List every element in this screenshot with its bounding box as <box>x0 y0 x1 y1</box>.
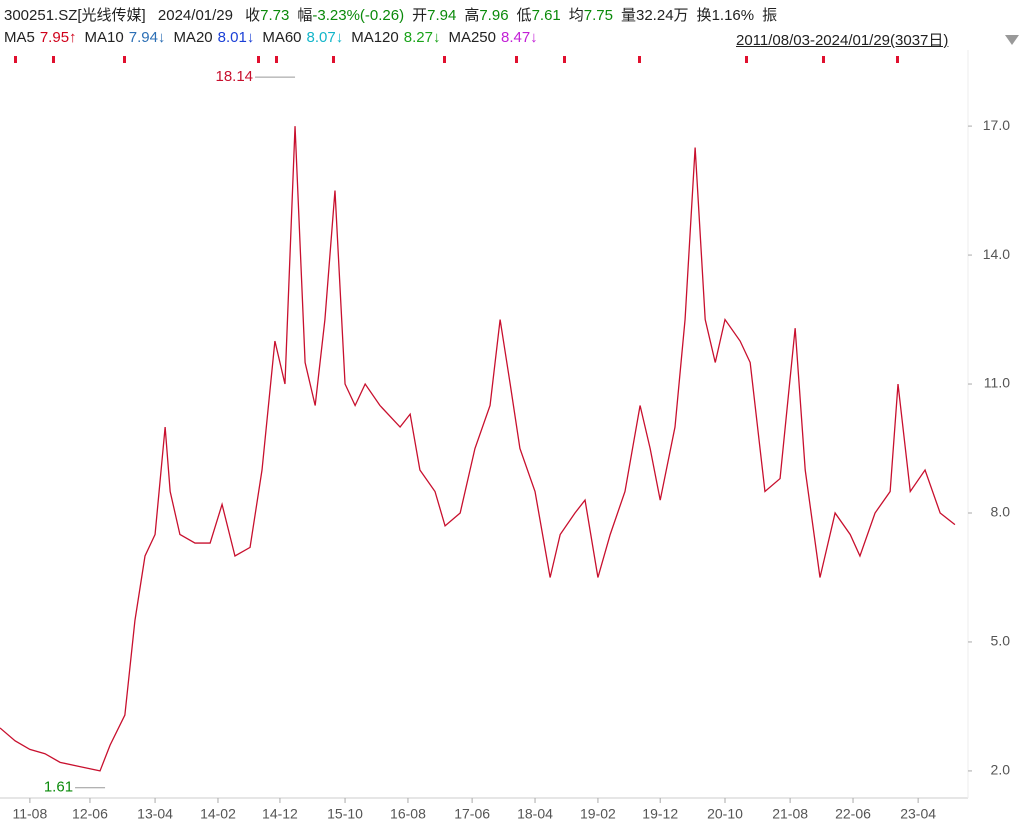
y-tick-label: 17.0 <box>983 117 1010 133</box>
quote-label: 量 <box>620 7 636 24</box>
x-tick-label: 20-10 <box>707 806 743 822</box>
quote: 均7.75 <box>569 7 613 24</box>
y-tick-label: 5.0 <box>991 633 1011 649</box>
x-tick-label: 14-12 <box>262 806 298 822</box>
quote-value: 7.96 <box>479 7 509 24</box>
ma-value: 8.01↓ <box>217 29 255 46</box>
ma-item: MA60 8.07↓ <box>262 29 343 46</box>
quote: 量32.24万 <box>621 7 689 24</box>
quote-value: 1.16% <box>711 7 755 24</box>
y-tick-label: 14.0 <box>983 246 1010 262</box>
x-tick-label: 19-12 <box>642 806 678 822</box>
quote-value: 7.94 <box>427 7 457 24</box>
x-tick-label: 15-10 <box>327 806 363 822</box>
x-tick-label: 12-06 <box>72 806 108 822</box>
quote-value: 7.75 <box>583 7 613 24</box>
x-tick-label: 16-08 <box>390 806 426 822</box>
quote-label: 幅 <box>297 7 313 24</box>
ma-label: MA5 <box>4 29 35 46</box>
ma-value: 7.95↑ <box>39 29 77 46</box>
ma-value: 7.94↓ <box>128 29 166 46</box>
quote-value: 32.24万 <box>636 7 689 24</box>
quote: 振 <box>762 7 777 24</box>
ma-value: 8.47↓ <box>500 29 538 46</box>
ma-item: MA250 8.47↓ <box>448 29 537 46</box>
x-tick-label: 13-04 <box>137 806 173 822</box>
dropdown[interactable] <box>1005 35 1019 45</box>
date-range: 2011/08/03-2024/01/29(3037日) <box>736 32 949 49</box>
quote-label: 均 <box>568 7 584 24</box>
ma-item: MA120 8.27↓ <box>351 29 440 46</box>
x-tick-label: 18-04 <box>517 806 553 822</box>
quote-value: 7.73 <box>260 7 290 24</box>
x-tick-label: 11-08 <box>12 806 47 822</box>
ma-label: MA10 <box>84 29 124 46</box>
quote: 换1.16% <box>697 7 755 24</box>
quote-value: 7.61 <box>531 7 561 24</box>
ma-label: MA60 <box>262 29 302 46</box>
stock-code: 300251.SZ[光线传媒] <box>4 7 146 24</box>
y-tick-label: 11.0 <box>984 375 1010 391</box>
quote-label: 低 <box>516 7 532 24</box>
quote-label: 高 <box>464 7 480 24</box>
ma-value: 8.27↓ <box>403 29 441 46</box>
quote-value: -3.23%(-0.26) <box>312 7 405 24</box>
ma-item: MA20 8.01↓ <box>173 29 254 46</box>
max-label: 18.14 <box>215 68 253 85</box>
y-tick-label: 2.0 <box>991 762 1011 778</box>
x-tick-label: 17-06 <box>454 806 490 822</box>
y-tick-label: 8.0 <box>991 504 1011 520</box>
price-line <box>0 126 956 772</box>
quote-label: 换 <box>696 7 712 24</box>
event-markers <box>14 56 899 63</box>
quote: 开7.94 <box>412 7 456 24</box>
x-tick-label: 14-02 <box>200 806 236 822</box>
quote: 高7.96 <box>464 7 508 24</box>
x-tick-label: 21-08 <box>772 806 808 822</box>
quote-label: 开 <box>412 7 428 24</box>
date: 2024/01/29 <box>157 7 233 24</box>
ma-item: MA10 7.94↓ <box>85 29 166 46</box>
x-tick-label: 19-02 <box>580 806 616 822</box>
quote: 幅-3.23%(-0.26) <box>297 7 404 24</box>
quote: 收7.73 <box>245 7 289 24</box>
quote-label: 收 <box>245 7 261 24</box>
ma-label: MA120 <box>351 29 399 46</box>
quote: 低7.61 <box>517 7 561 24</box>
x-tick-label: 23-04 <box>900 806 936 822</box>
min-label: 1.61 <box>44 779 73 796</box>
x-tick-label: 22-06 <box>835 806 871 822</box>
quote-label: 振 <box>762 7 778 24</box>
ma-item: MA5 7.95↑ <box>4 29 77 46</box>
ma-label: MA250 <box>448 29 496 46</box>
quote-row: 300251.SZ[光线传媒] 2024/01/29 收7.73 幅-3.23%(… <box>4 4 785 25</box>
ma-row: 2011/08/03-2024/01/29(3037日) MA5 7.95↑ MA1… <box>4 29 1004 49</box>
ma-label: MA20 <box>173 29 213 46</box>
ma-value: 8.07↓ <box>306 29 344 46</box>
